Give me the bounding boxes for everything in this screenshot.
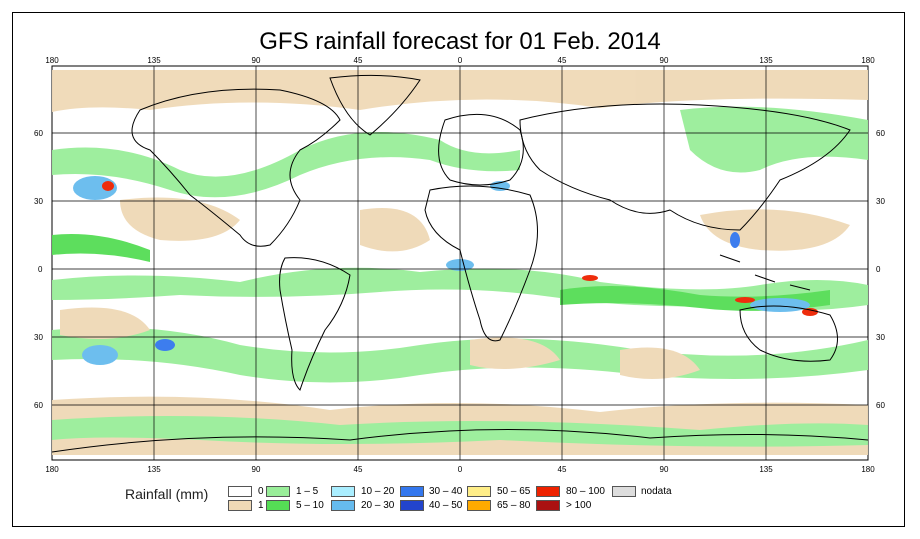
legend-label-3: 5 – 10 xyxy=(296,500,324,511)
legend-swatch-12 xyxy=(612,486,636,497)
legend-swatch-3 xyxy=(266,500,290,511)
legend-label-7: 40 – 50 xyxy=(429,500,463,511)
continent-outlines xyxy=(51,74,869,453)
legend-swatch-11 xyxy=(536,500,560,511)
lat-label-left: 30 xyxy=(34,333,43,342)
legend-swatch-10 xyxy=(536,486,560,497)
legend-swatch-7 xyxy=(400,500,424,511)
lat-label-left: 0 xyxy=(38,265,43,274)
legend-swatch-1 xyxy=(228,500,252,511)
legend-label-0: 0 xyxy=(258,486,264,497)
legend-swatch-0 xyxy=(228,486,252,497)
lat-label-right: 0 xyxy=(876,265,881,274)
lat-label-left: 30 xyxy=(34,197,43,206)
lon-label-top: 45 xyxy=(558,56,567,65)
legend-label-10: 80 – 100 xyxy=(566,486,605,497)
legend-swatch-2 xyxy=(266,486,290,497)
legend-swatch-4 xyxy=(331,486,355,497)
lat-label-left: 60 xyxy=(34,401,43,410)
lon-label-bottom: 180 xyxy=(45,465,59,474)
lon-label-top: 45 xyxy=(354,56,363,65)
lon-label-top: 135 xyxy=(759,56,773,65)
lon-label-bottom: 90 xyxy=(252,465,261,474)
legend-swatch-6 xyxy=(400,486,424,497)
lon-label-bottom: 180 xyxy=(861,465,875,474)
map-title: GFS rainfall forecast for 01 Feb. 2014 xyxy=(259,28,661,55)
lon-label-bottom: 135 xyxy=(147,465,161,474)
lon-label-bottom: 45 xyxy=(354,465,363,474)
legend-label-11: > 100 xyxy=(566,500,592,511)
lon-label-top: 135 xyxy=(147,56,161,65)
graticule xyxy=(52,66,868,460)
lon-label-bottom: 135 xyxy=(759,465,773,474)
legend-title: Rainfall (mm) xyxy=(125,486,209,502)
legend-swatch-5 xyxy=(331,500,355,511)
lat-label-right: 30 xyxy=(876,333,885,342)
lat-label-right: 60 xyxy=(876,401,885,410)
lon-label-bottom: 90 xyxy=(660,465,669,474)
lon-label-top: 90 xyxy=(660,56,669,65)
lon-label-top: 0 xyxy=(458,56,463,65)
lon-label-bottom: 45 xyxy=(558,465,567,474)
legend-label-8: 50 – 65 xyxy=(497,486,531,497)
legend-swatch-9 xyxy=(467,500,491,511)
lon-label-top: 180 xyxy=(45,56,59,65)
legend-label-6: 30 – 40 xyxy=(429,486,463,497)
lon-label-top: 90 xyxy=(252,56,261,65)
legend-label-9: 65 – 80 xyxy=(497,500,531,511)
legend-label-2: 1 – 5 xyxy=(296,486,319,497)
lon-label-bottom: 0 xyxy=(458,465,463,474)
legend-label-4: 10 – 20 xyxy=(361,486,395,497)
legend-swatch-8 xyxy=(467,486,491,497)
legend-label-1: 1 xyxy=(258,500,264,511)
lat-label-right: 60 xyxy=(876,129,885,138)
legend-label-12: nodata xyxy=(641,486,672,497)
legend-label-5: 20 – 30 xyxy=(361,500,395,511)
lat-label-right: 30 xyxy=(876,197,885,206)
lon-label-top: 180 xyxy=(861,56,875,65)
lat-label-left: 60 xyxy=(34,129,43,138)
